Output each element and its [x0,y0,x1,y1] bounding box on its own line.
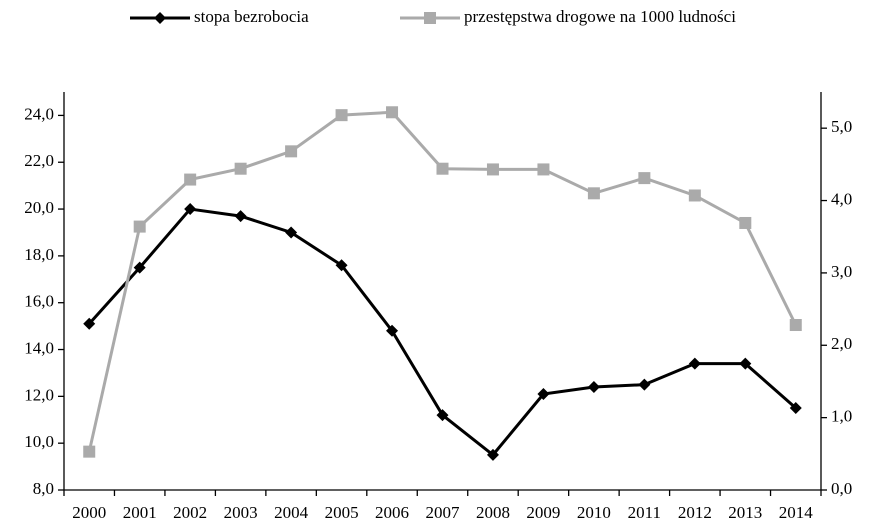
x-tick-label: 2008 [476,503,510,522]
marker [537,388,550,401]
x-tick-label: 2006 [375,503,409,522]
y-tick-label: 12,0 [24,385,54,404]
marker [386,106,399,119]
marker [436,162,449,175]
y-tick-label: 10,0 [24,432,54,451]
x-tick-label: 2010 [577,503,611,522]
y2-tick-label: 3,0 [831,262,852,281]
marker [335,259,348,272]
y-tick-label: 14,0 [24,338,54,357]
y2-tick-label: 0,0 [831,479,852,498]
marker [83,317,96,330]
legend-label: przestępstwa drogowe na 1000 ludności [464,7,736,26]
marker [386,324,399,337]
marker [133,220,146,233]
x-tick-label: 2001 [123,503,157,522]
marker [486,448,499,461]
marker [184,203,197,216]
y-tick-label: 20,0 [24,198,54,217]
marker [739,216,752,229]
marker [739,357,752,370]
x-tick-label: 2003 [224,503,258,522]
x-tick-label: 2007 [426,503,461,522]
y2-tick-label: 1,0 [831,407,852,426]
marker [789,402,802,415]
x-tick-label: 2000 [72,503,106,522]
marker [436,409,449,422]
x-tick-label: 2004 [274,503,309,522]
marker [688,189,701,202]
marker [285,145,298,158]
marker [234,162,247,175]
marker [234,210,247,223]
y2-tick-label: 2,0 [831,334,852,353]
y-tick-label: 8,0 [33,479,54,498]
marker [486,163,499,176]
y-tick-label: 22,0 [24,151,54,170]
y-tick-label: 24,0 [24,104,54,123]
x-tick-label: 2002 [173,503,207,522]
x-tick-label: 2005 [325,503,359,522]
marker [587,187,600,200]
x-tick-label: 2012 [678,503,712,522]
marker [83,445,96,458]
marker [154,12,166,24]
marker [335,109,348,122]
marker [285,226,298,239]
y2-tick-label: 4,0 [831,189,852,208]
x-tick-label: 2014 [779,503,814,522]
x-tick-label: 2011 [628,503,661,522]
marker [638,172,651,185]
marker [184,173,197,186]
marker [688,357,701,370]
y2-tick-label: 5,0 [831,117,852,136]
marker [537,163,550,176]
marker [789,319,802,332]
marker [133,261,146,274]
x-tick-label: 2009 [526,503,560,522]
marker [638,378,651,391]
y-tick-label: 16,0 [24,292,54,311]
marker [587,380,600,393]
y-tick-label: 18,0 [24,245,54,264]
x-tick-label: 2013 [728,503,762,522]
legend-label: stopa bezrobocia [194,7,309,26]
marker [424,12,436,24]
